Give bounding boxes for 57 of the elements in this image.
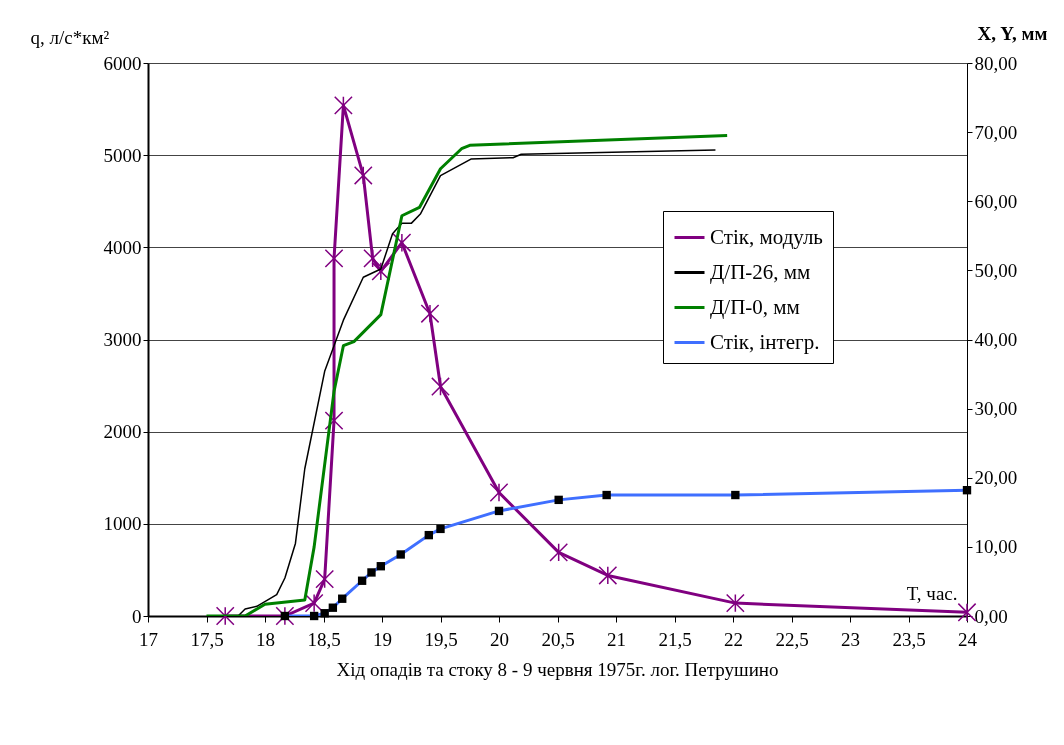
point: [489, 483, 509, 502]
y2-tick-label: 0,00: [974, 605, 1008, 627]
y2-tick-label: 40,00: [974, 329, 1018, 350]
point: [324, 248, 344, 268]
x-tick-label: 24: [958, 628, 978, 650]
y2-axis-title: X, Y, мм: [977, 22, 1048, 44]
legend-label: Стік, модуль: [710, 224, 823, 249]
legend-label: Д/П-0, мм: [710, 294, 800, 319]
point: [957, 602, 977, 622]
point: [431, 377, 450, 396]
point: [333, 95, 353, 115]
x-tick-label: 20: [490, 628, 509, 650]
y2-tick-label: 50,00: [974, 259, 1018, 281]
x-tick-label: 18: [256, 628, 275, 650]
x-tick-label: 23,5: [892, 628, 926, 650]
point: [353, 166, 373, 185]
y2-tick-label: 70,00: [974, 121, 1018, 143]
y-tick-label: 3000: [103, 329, 142, 350]
point: [304, 593, 324, 613]
legend-label: Стік, інтегр.: [710, 329, 820, 354]
y2-tick-label: 80,00: [974, 52, 1018, 74]
point: [371, 261, 391, 281]
point: [275, 606, 295, 626]
x-tick-label: 22,5: [775, 628, 809, 650]
y2-tick-label: 20,00: [974, 467, 1018, 489]
y-tick-label: 5000: [103, 144, 142, 166]
y-axis-title: q, л/с*км²: [30, 26, 110, 48]
x-tick-label: 22: [724, 628, 743, 650]
y-tick-label: 2000: [103, 421, 142, 443]
point: [315, 569, 335, 589]
point: [725, 593, 745, 613]
y2-tick-label: 10,00: [974, 536, 1018, 558]
point: [598, 566, 618, 585]
point: [324, 411, 344, 431]
x-tick-label: 23: [841, 628, 860, 650]
x-tick-label: 21,5: [658, 628, 692, 650]
x-tick-label: 18,5: [307, 628, 341, 650]
y-tick-label: 0: [132, 605, 142, 627]
y-tick-label: 4000: [103, 236, 142, 258]
legend-label: Д/П-26, мм: [710, 259, 811, 284]
y2-tick-label: 30,00: [974, 398, 1018, 420]
x-axis-title: T, час.: [906, 582, 958, 604]
x-tick-label: 20,5: [541, 628, 575, 650]
point: [420, 304, 440, 324]
point: [392, 233, 412, 253]
x-tick-label: 17,5: [190, 628, 224, 650]
y-tick-label: 1000: [103, 513, 142, 535]
y-tick-label: 6000: [103, 52, 142, 74]
x-tick-label: 19: [373, 628, 392, 650]
x-tick-label: 17: [139, 628, 158, 650]
text: Хід опадів та стоку 8 - 9 червня 1975г. лог. Петрушино: [336, 659, 779, 680]
point: [549, 542, 569, 562]
y2-tick-label: 60,00: [974, 190, 1018, 212]
point: [215, 606, 235, 626]
x-tick-label: 19,5: [424, 628, 458, 650]
point: [363, 248, 383, 268]
x-tick-label: 21: [607, 628, 626, 650]
